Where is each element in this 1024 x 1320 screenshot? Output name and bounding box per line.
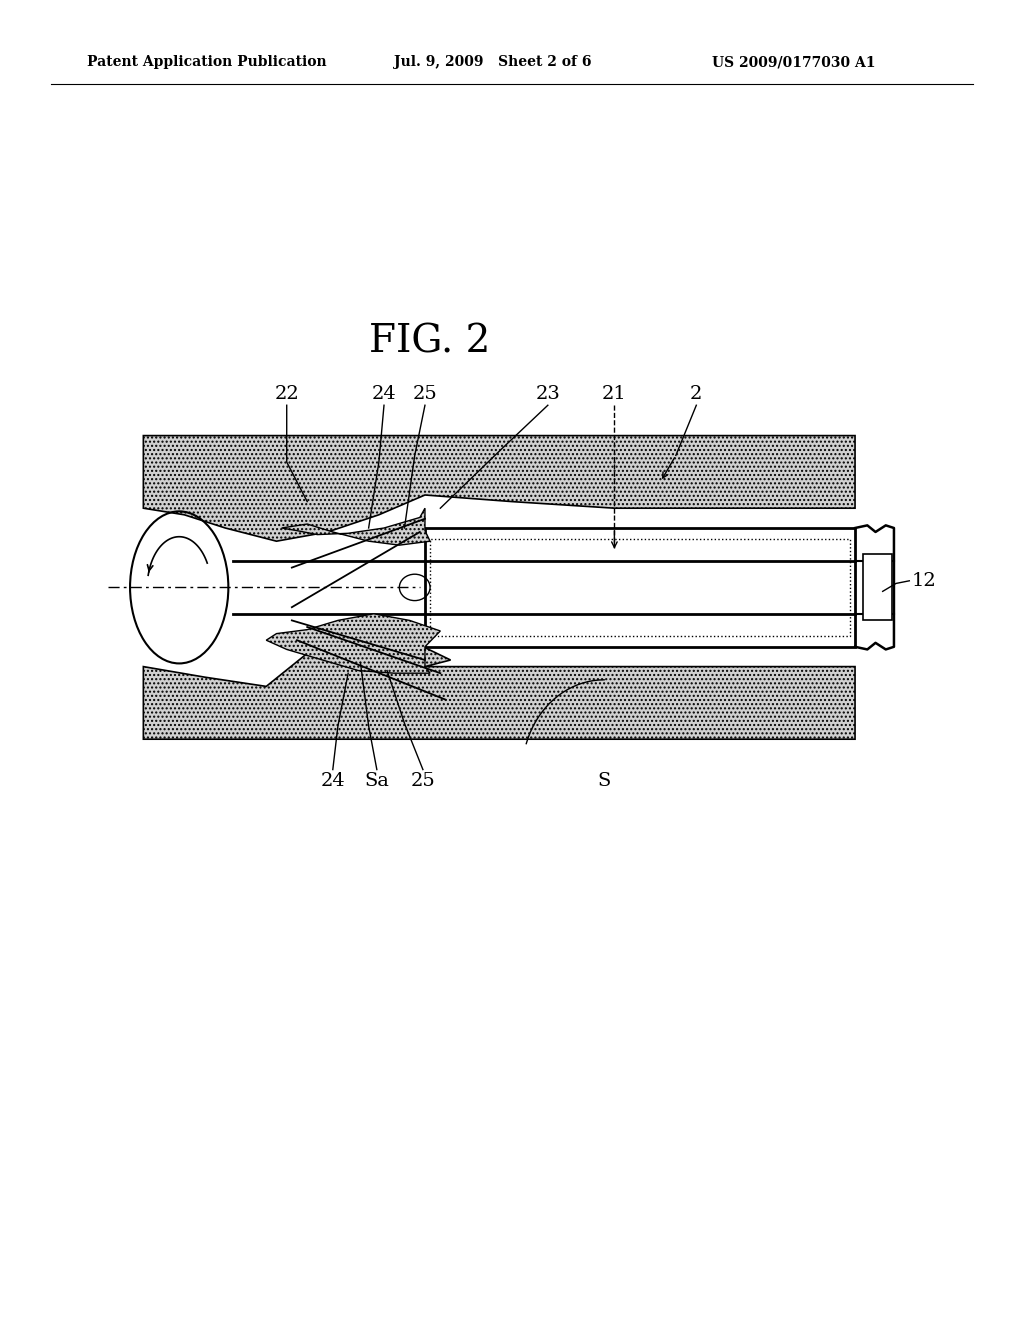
- Text: 24: 24: [372, 384, 396, 403]
- Text: 22: 22: [274, 384, 299, 403]
- Text: S: S: [598, 772, 610, 791]
- Text: 23: 23: [536, 384, 560, 403]
- Text: FIG. 2: FIG. 2: [370, 323, 490, 360]
- Text: 24: 24: [321, 772, 345, 791]
- Polygon shape: [863, 554, 892, 620]
- Text: 12: 12: [911, 572, 936, 590]
- Text: US 2009/0177030 A1: US 2009/0177030 A1: [712, 55, 876, 70]
- Polygon shape: [266, 614, 440, 673]
- Polygon shape: [282, 508, 430, 545]
- Text: Sa: Sa: [365, 772, 389, 791]
- Polygon shape: [143, 630, 855, 739]
- Text: 25: 25: [411, 772, 435, 791]
- Text: 21: 21: [602, 384, 627, 403]
- Text: Patent Application Publication: Patent Application Publication: [87, 55, 327, 70]
- Polygon shape: [143, 436, 855, 541]
- Bar: [425, 528, 855, 647]
- Text: 25: 25: [413, 384, 437, 403]
- Text: Jul. 9, 2009   Sheet 2 of 6: Jul. 9, 2009 Sheet 2 of 6: [394, 55, 592, 70]
- Text: 2: 2: [690, 384, 702, 403]
- Bar: [430, 539, 850, 636]
